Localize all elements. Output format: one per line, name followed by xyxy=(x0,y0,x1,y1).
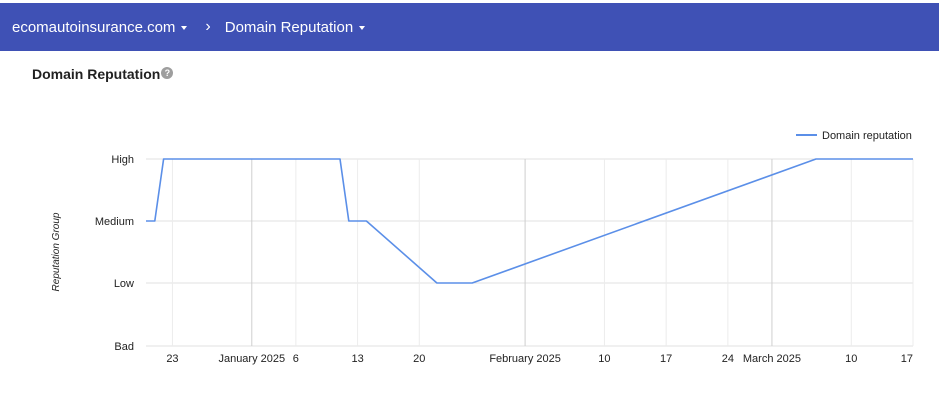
y-tick-label: High xyxy=(111,154,134,166)
section-selector[interactable]: Domain Reputation xyxy=(224,18,366,36)
page-title: Domain Reputation xyxy=(32,66,161,82)
top-app-bar: ecomautoinsurance.com › Domain Reputatio… xyxy=(0,3,939,51)
x-tick-label: 17 xyxy=(901,353,913,365)
x-tick-label: 17 xyxy=(660,353,672,365)
x-tick-label: 23 xyxy=(166,353,178,365)
y-tick-label: Bad xyxy=(114,341,134,353)
x-tick-label: 6 xyxy=(293,353,299,365)
x-tick-label: 13 xyxy=(351,353,363,365)
page-title-row: Domain Reputation ? xyxy=(32,66,174,82)
y-tick-label: Medium xyxy=(95,216,134,228)
caret-down-icon xyxy=(359,26,366,30)
caret-down-icon xyxy=(181,26,188,30)
x-axis-ticks: 23 January 2025 6 13 20 February 2025 10 17 24 Ma… xyxy=(166,353,913,365)
y-axis-label: Reputation Group xyxy=(51,212,62,291)
x-tick-label: 20 xyxy=(413,353,425,365)
y-tick-label: Low xyxy=(114,278,134,290)
legend-label: Domain reputation xyxy=(822,130,912,142)
chart-legend: Domain reputation xyxy=(796,130,912,142)
domain-selector-label: ecomautoinsurance.com xyxy=(12,18,176,36)
chart-series xyxy=(146,158,913,284)
y-axis-ticks: Bad Low Medium High xyxy=(95,154,134,353)
section-selector-label: Domain Reputation xyxy=(224,18,354,36)
x-tick-label: 24 xyxy=(722,353,734,365)
x-tick-label: January 2025 xyxy=(218,353,285,365)
chart-grid xyxy=(146,158,914,347)
help-icon[interactable]: ? xyxy=(161,67,174,79)
domain-selector[interactable]: ecomautoinsurance.com xyxy=(12,18,188,36)
series-line xyxy=(146,158,913,284)
x-tick-label: February 2025 xyxy=(489,353,561,365)
x-tick-label: 10 xyxy=(598,353,610,365)
chevron-right-icon: › xyxy=(205,18,211,35)
x-tick-label: 10 xyxy=(845,353,857,365)
x-tick-label: March 2025 xyxy=(743,353,801,365)
